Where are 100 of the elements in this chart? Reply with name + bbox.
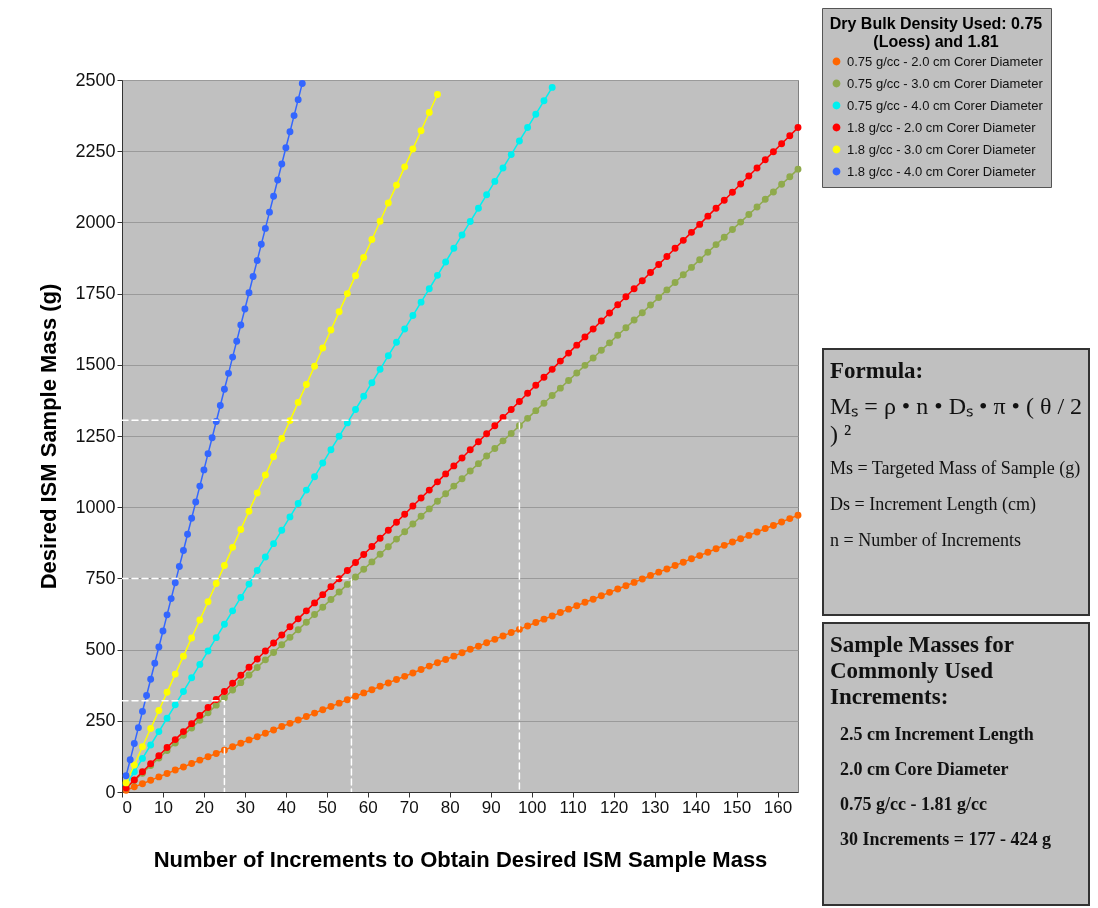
point [319,459,327,467]
x-tick-label: 30 [235,797,255,817]
point [253,489,261,497]
point [409,312,417,319]
point [122,772,130,780]
point [499,164,507,172]
point [249,273,257,280]
point [179,688,187,695]
point [290,112,298,120]
point [270,453,278,461]
point [278,435,286,443]
point [159,627,167,635]
x-tick-label: 130 [640,797,670,817]
point [360,253,368,261]
x-tick-label: 110 [559,797,587,817]
point [298,79,306,87]
x-tick-label: 50 [317,797,337,817]
point [147,675,155,683]
point [393,338,400,346]
x-tick-label: 40 [276,797,296,817]
x-tick-label: 20 [194,797,214,817]
point [360,392,368,400]
point [171,579,179,587]
text: Mₛ = ρ • n • Dₛ • π • ( θ / 2 ) ² [830,392,1084,448]
point [270,540,278,548]
x-tick-label: 120 [599,797,629,817]
point [147,741,155,749]
y-tick-label: 500 [85,639,116,660]
y-tick-label: 2250 [75,140,116,161]
point [261,471,269,479]
point [282,144,290,152]
point [524,124,532,132]
point [401,325,409,333]
point [352,406,359,413]
point [229,543,237,551]
y-tick-label: 250 [85,710,116,731]
x-tick-label: 150 [722,797,752,817]
point [188,634,196,642]
point [417,298,425,306]
point [237,525,245,533]
point [286,128,294,136]
point [401,163,409,171]
point [163,688,171,696]
point [130,761,138,769]
point [540,97,548,105]
point [384,199,392,207]
point [192,498,200,506]
point [188,514,196,522]
point [139,743,146,751]
point [200,466,208,474]
point [274,176,282,184]
x-tick-label: 90 [481,797,501,817]
point [311,362,319,370]
y-tick-label: 1500 [75,354,116,375]
point [126,756,134,764]
point [196,616,204,624]
point [204,647,212,655]
x-tick-label: 60 [358,797,378,817]
point [548,83,556,91]
point [434,91,441,98]
point [245,507,253,515]
point [184,530,192,538]
point [216,402,224,409]
point [343,290,351,298]
point [179,547,187,554]
point [196,660,204,668]
point [130,740,138,748]
point [188,674,196,682]
point [143,692,151,699]
point [335,308,343,316]
x-tick-label: 0 [122,797,132,817]
point [229,353,237,361]
point [491,177,499,185]
point [237,321,245,329]
point [302,380,310,388]
point [368,379,376,387]
point [167,595,175,603]
point [225,369,232,377]
text: Sample Masses for Commonly Used Increments: [830,632,1015,710]
text: 2.0 cm Core Diameter [840,759,1010,780]
x-tick-label: 80 [440,797,460,817]
point [151,659,159,667]
text: n = Number of Increments [830,529,1023,552]
point [253,566,261,574]
point [220,562,228,570]
point [515,137,523,145]
legend-label: 0.75 g/cc - 2.0 cm Corer Diameter [847,53,1044,69]
point [409,145,417,153]
point [507,151,515,159]
x-tick-label: 160 [763,797,793,817]
text: Formula: [830,358,925,384]
point [376,365,384,373]
point [384,352,392,360]
point [139,754,146,762]
point [311,473,319,481]
point [237,594,245,601]
point [139,707,146,715]
point [442,258,450,266]
point [163,714,171,722]
point [458,231,466,239]
